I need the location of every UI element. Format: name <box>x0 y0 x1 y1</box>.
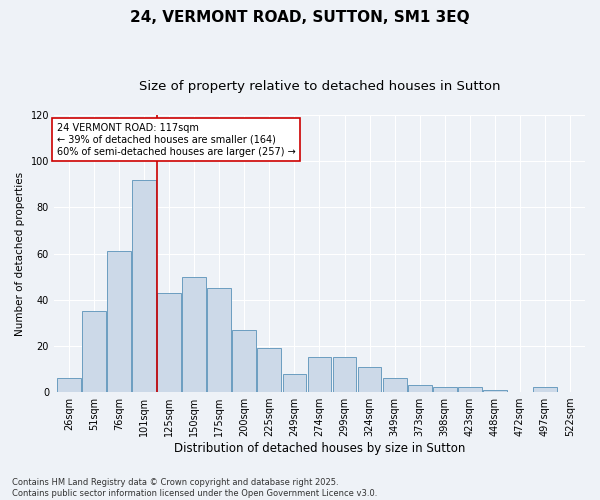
Bar <box>107 251 131 392</box>
Bar <box>132 180 156 392</box>
Title: Size of property relative to detached houses in Sutton: Size of property relative to detached ho… <box>139 80 500 93</box>
Bar <box>82 312 106 392</box>
Bar <box>283 374 307 392</box>
Bar <box>458 388 482 392</box>
Bar <box>332 358 356 392</box>
Bar <box>433 388 457 392</box>
Text: 24 VERMONT ROAD: 117sqm
← 39% of detached houses are smaller (164)
60% of semi-d: 24 VERMONT ROAD: 117sqm ← 39% of detache… <box>56 124 295 156</box>
Bar <box>208 288 231 392</box>
Bar <box>57 378 81 392</box>
Bar <box>408 385 431 392</box>
Bar <box>308 358 331 392</box>
Bar <box>157 293 181 392</box>
Y-axis label: Number of detached properties: Number of detached properties <box>15 172 25 336</box>
Text: Contains HM Land Registry data © Crown copyright and database right 2025.
Contai: Contains HM Land Registry data © Crown c… <box>12 478 377 498</box>
Text: 24, VERMONT ROAD, SUTTON, SM1 3EQ: 24, VERMONT ROAD, SUTTON, SM1 3EQ <box>130 10 470 25</box>
Bar <box>383 378 407 392</box>
X-axis label: Distribution of detached houses by size in Sutton: Distribution of detached houses by size … <box>174 442 465 455</box>
Bar <box>483 390 507 392</box>
Bar <box>257 348 281 392</box>
Bar <box>358 366 382 392</box>
Bar <box>533 388 557 392</box>
Bar <box>232 330 256 392</box>
Bar <box>182 276 206 392</box>
